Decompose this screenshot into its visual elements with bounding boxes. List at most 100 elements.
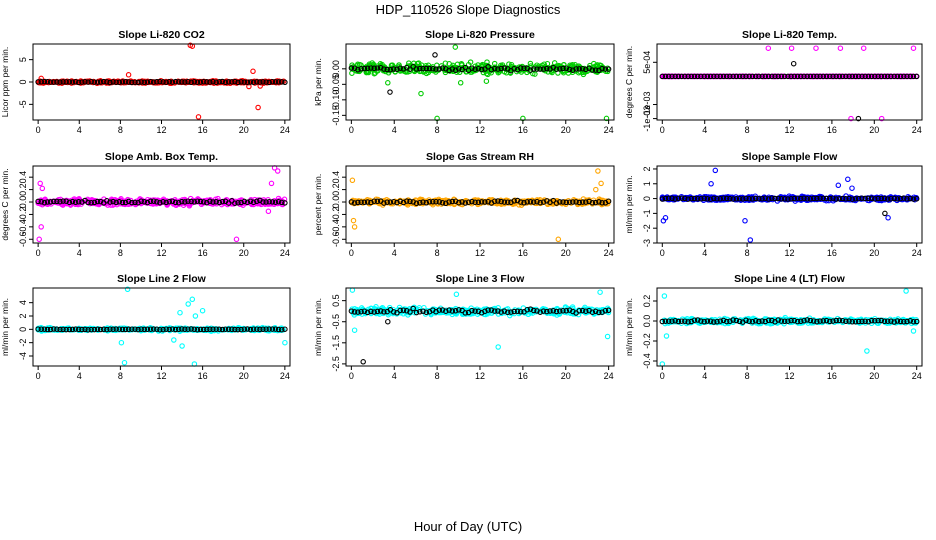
data-point [566, 66, 573, 73]
x-tick-label: 16 [827, 371, 837, 381]
x-tick-label: 12 [784, 371, 794, 381]
outlier-point [452, 44, 459, 50]
data-point [368, 65, 374, 71]
data-point [833, 73, 839, 80]
data-point [110, 79, 116, 85]
data-point [827, 73, 833, 80]
x-tick-label: 8 [435, 371, 440, 381]
y-axis-label: degrees C per min. [0, 168, 10, 240]
outlier-point [813, 45, 819, 51]
data-point [501, 65, 508, 71]
x-tick-label: 4 [77, 371, 82, 381]
data-point [179, 79, 185, 85]
x-tick-label: 24 [280, 125, 290, 135]
data-point [756, 73, 762, 80]
x-tick-label: 0 [660, 248, 665, 258]
outlier-point [910, 45, 917, 51]
data-point [807, 73, 814, 80]
data-point [387, 66, 394, 73]
data-point [154, 79, 160, 85]
data-point [884, 73, 891, 80]
x-tick-label: 0 [36, 248, 41, 258]
data-point [746, 73, 752, 80]
y-tick-label: -1.5 [331, 335, 341, 351]
data-point [602, 66, 609, 72]
y-tick-label: 0.2 [331, 183, 341, 196]
data-point [714, 73, 720, 80]
x-tick-label: 24 [912, 125, 922, 135]
data-point [219, 78, 226, 85]
data-point [669, 73, 675, 80]
y-axis-label: kPa per min. [313, 58, 323, 106]
x-tick-label: 24 [604, 125, 614, 135]
data-point [576, 66, 583, 72]
data-point [150, 79, 157, 85]
data-point [814, 73, 820, 80]
data-point [665, 73, 672, 80]
data-point [204, 79, 210, 85]
y-axis-label: ml/min per min. [624, 298, 634, 356]
data-point [888, 73, 894, 80]
data-point [823, 73, 830, 80]
data-point [160, 79, 166, 85]
data-point [859, 73, 865, 80]
x-tick-label: 0 [36, 125, 41, 135]
data-point [762, 73, 769, 80]
data-point [35, 79, 41, 85]
data-point [743, 73, 749, 80]
data-point [82, 79, 88, 85]
data-point [553, 66, 560, 72]
x-tick-label: 12 [156, 248, 166, 258]
data-point [60, 79, 66, 85]
data-point [804, 73, 810, 80]
data-point [894, 73, 901, 80]
data-point [801, 73, 807, 80]
data-point [736, 73, 743, 80]
data-point [769, 73, 775, 80]
x-tick-label: 0 [349, 371, 354, 381]
y-tick-label: 0.0 [331, 196, 341, 209]
data-point [517, 65, 524, 71]
data-point [830, 73, 836, 80]
data-point [589, 67, 596, 73]
data-point [540, 66, 547, 72]
x-tick-label: 4 [702, 248, 707, 258]
data-point [704, 73, 711, 80]
x-tick-label: 24 [604, 248, 614, 258]
data-point [498, 62, 504, 69]
data-point [254, 79, 260, 85]
y-axis-label: percent per min. [313, 174, 323, 235]
data-point [527, 67, 534, 73]
y-tick-label: -0.15 [331, 105, 341, 126]
data-point [781, 73, 788, 80]
data-point [752, 73, 759, 80]
data-point [491, 65, 498, 72]
data-point [147, 78, 154, 85]
data-point [749, 73, 756, 80]
data-point [113, 79, 119, 85]
panel-title: Slope Li-820 CO2 [118, 29, 205, 41]
data-point [47, 79, 54, 85]
data-point [475, 65, 482, 72]
data-point [97, 79, 104, 85]
data-point [397, 65, 403, 71]
x-tick-label: 8 [745, 248, 750, 258]
data-point [720, 73, 727, 80]
data-point [897, 73, 904, 80]
data-point [740, 73, 746, 80]
data-point [521, 65, 527, 72]
data-point [730, 73, 736, 80]
data-point [119, 79, 126, 85]
y-tick-label: -3 [642, 239, 652, 247]
data-point [157, 78, 163, 85]
outlier-point [38, 75, 44, 82]
data-point [843, 73, 849, 80]
data-point [72, 79, 79, 85]
x-tick-label: 0 [349, 248, 354, 258]
data-point [691, 73, 698, 80]
figure-xlabel: Hour of Day (UTC) [414, 519, 522, 534]
panel-title: Slope Gas Stream RH [426, 151, 534, 163]
data-point [872, 73, 878, 80]
data-point [200, 78, 207, 85]
